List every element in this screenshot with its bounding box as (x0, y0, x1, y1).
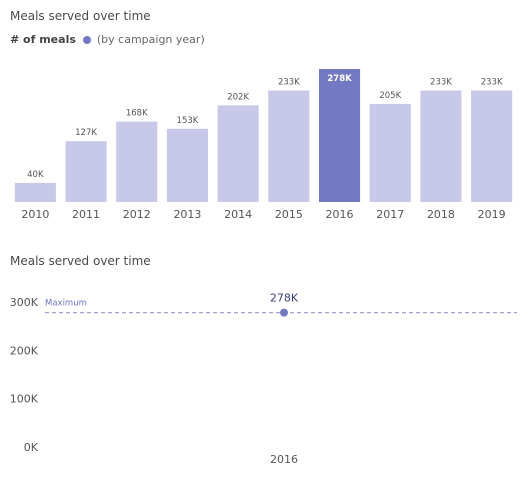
bar[interactable] (369, 103, 411, 202)
x-tick-label: 2014 (224, 208, 252, 221)
bar[interactable] (116, 121, 158, 202)
y-tick-label: 300K (10, 296, 39, 309)
bar[interactable] (217, 105, 259, 202)
legend[interactable]: # of meals (by campaign year) (10, 33, 205, 46)
data-label: 233K (278, 78, 300, 88)
data-label: 233K (481, 78, 503, 88)
x-tick-label: 2019 (478, 208, 506, 221)
data-label: 205K (379, 91, 401, 101)
bar-chart: 40K 2010 127K 2011 168K 2012 153K 2013 202K 2014 2… (14, 69, 513, 221)
bar[interactable] (166, 128, 208, 202)
legend-entry: (by campaign year) (96, 33, 205, 46)
data-label: 278K (270, 292, 299, 305)
y-tick-label: 0K (24, 441, 39, 454)
data-point[interactable] (280, 308, 288, 317)
data-label: 168K (126, 109, 148, 119)
x-tick-label: 2015 (275, 208, 303, 221)
x-tick-label: 2017 (376, 208, 404, 221)
bar[interactable] (14, 182, 56, 202)
data-label: 233K (430, 78, 452, 88)
bar[interactable] (268, 90, 310, 203)
data-label: 202K (227, 92, 249, 102)
x-tick-label: 2016 (270, 453, 298, 466)
bar[interactable] (420, 90, 462, 203)
chart-title-bar: Meals served over time (10, 9, 151, 23)
x-tick-label: 2011 (72, 208, 100, 221)
x-tick-label: 2013 (173, 208, 201, 221)
y-tick-label: 200K (10, 344, 39, 357)
bar[interactable] (471, 90, 513, 203)
data-label: 153K (177, 116, 199, 126)
data-label: 278K (327, 74, 352, 84)
x-tick-label: 2018 (427, 208, 455, 221)
y-tick-label: 100K (10, 393, 39, 406)
reference-label: Maximum (45, 299, 87, 309)
legend-marker (82, 35, 91, 44)
x-tick-label: 2012 (123, 208, 151, 221)
data-label: 127K (75, 128, 97, 138)
bar[interactable] (65, 141, 107, 202)
x-tick-label: 2016 (326, 208, 354, 221)
data-label: 40K (27, 170, 44, 180)
legend-title: # of meals (10, 33, 76, 46)
bar[interactable] (319, 69, 361, 202)
x-tick-label: 2010 (21, 208, 49, 221)
chart-title-line: Meals served over time (10, 254, 151, 268)
